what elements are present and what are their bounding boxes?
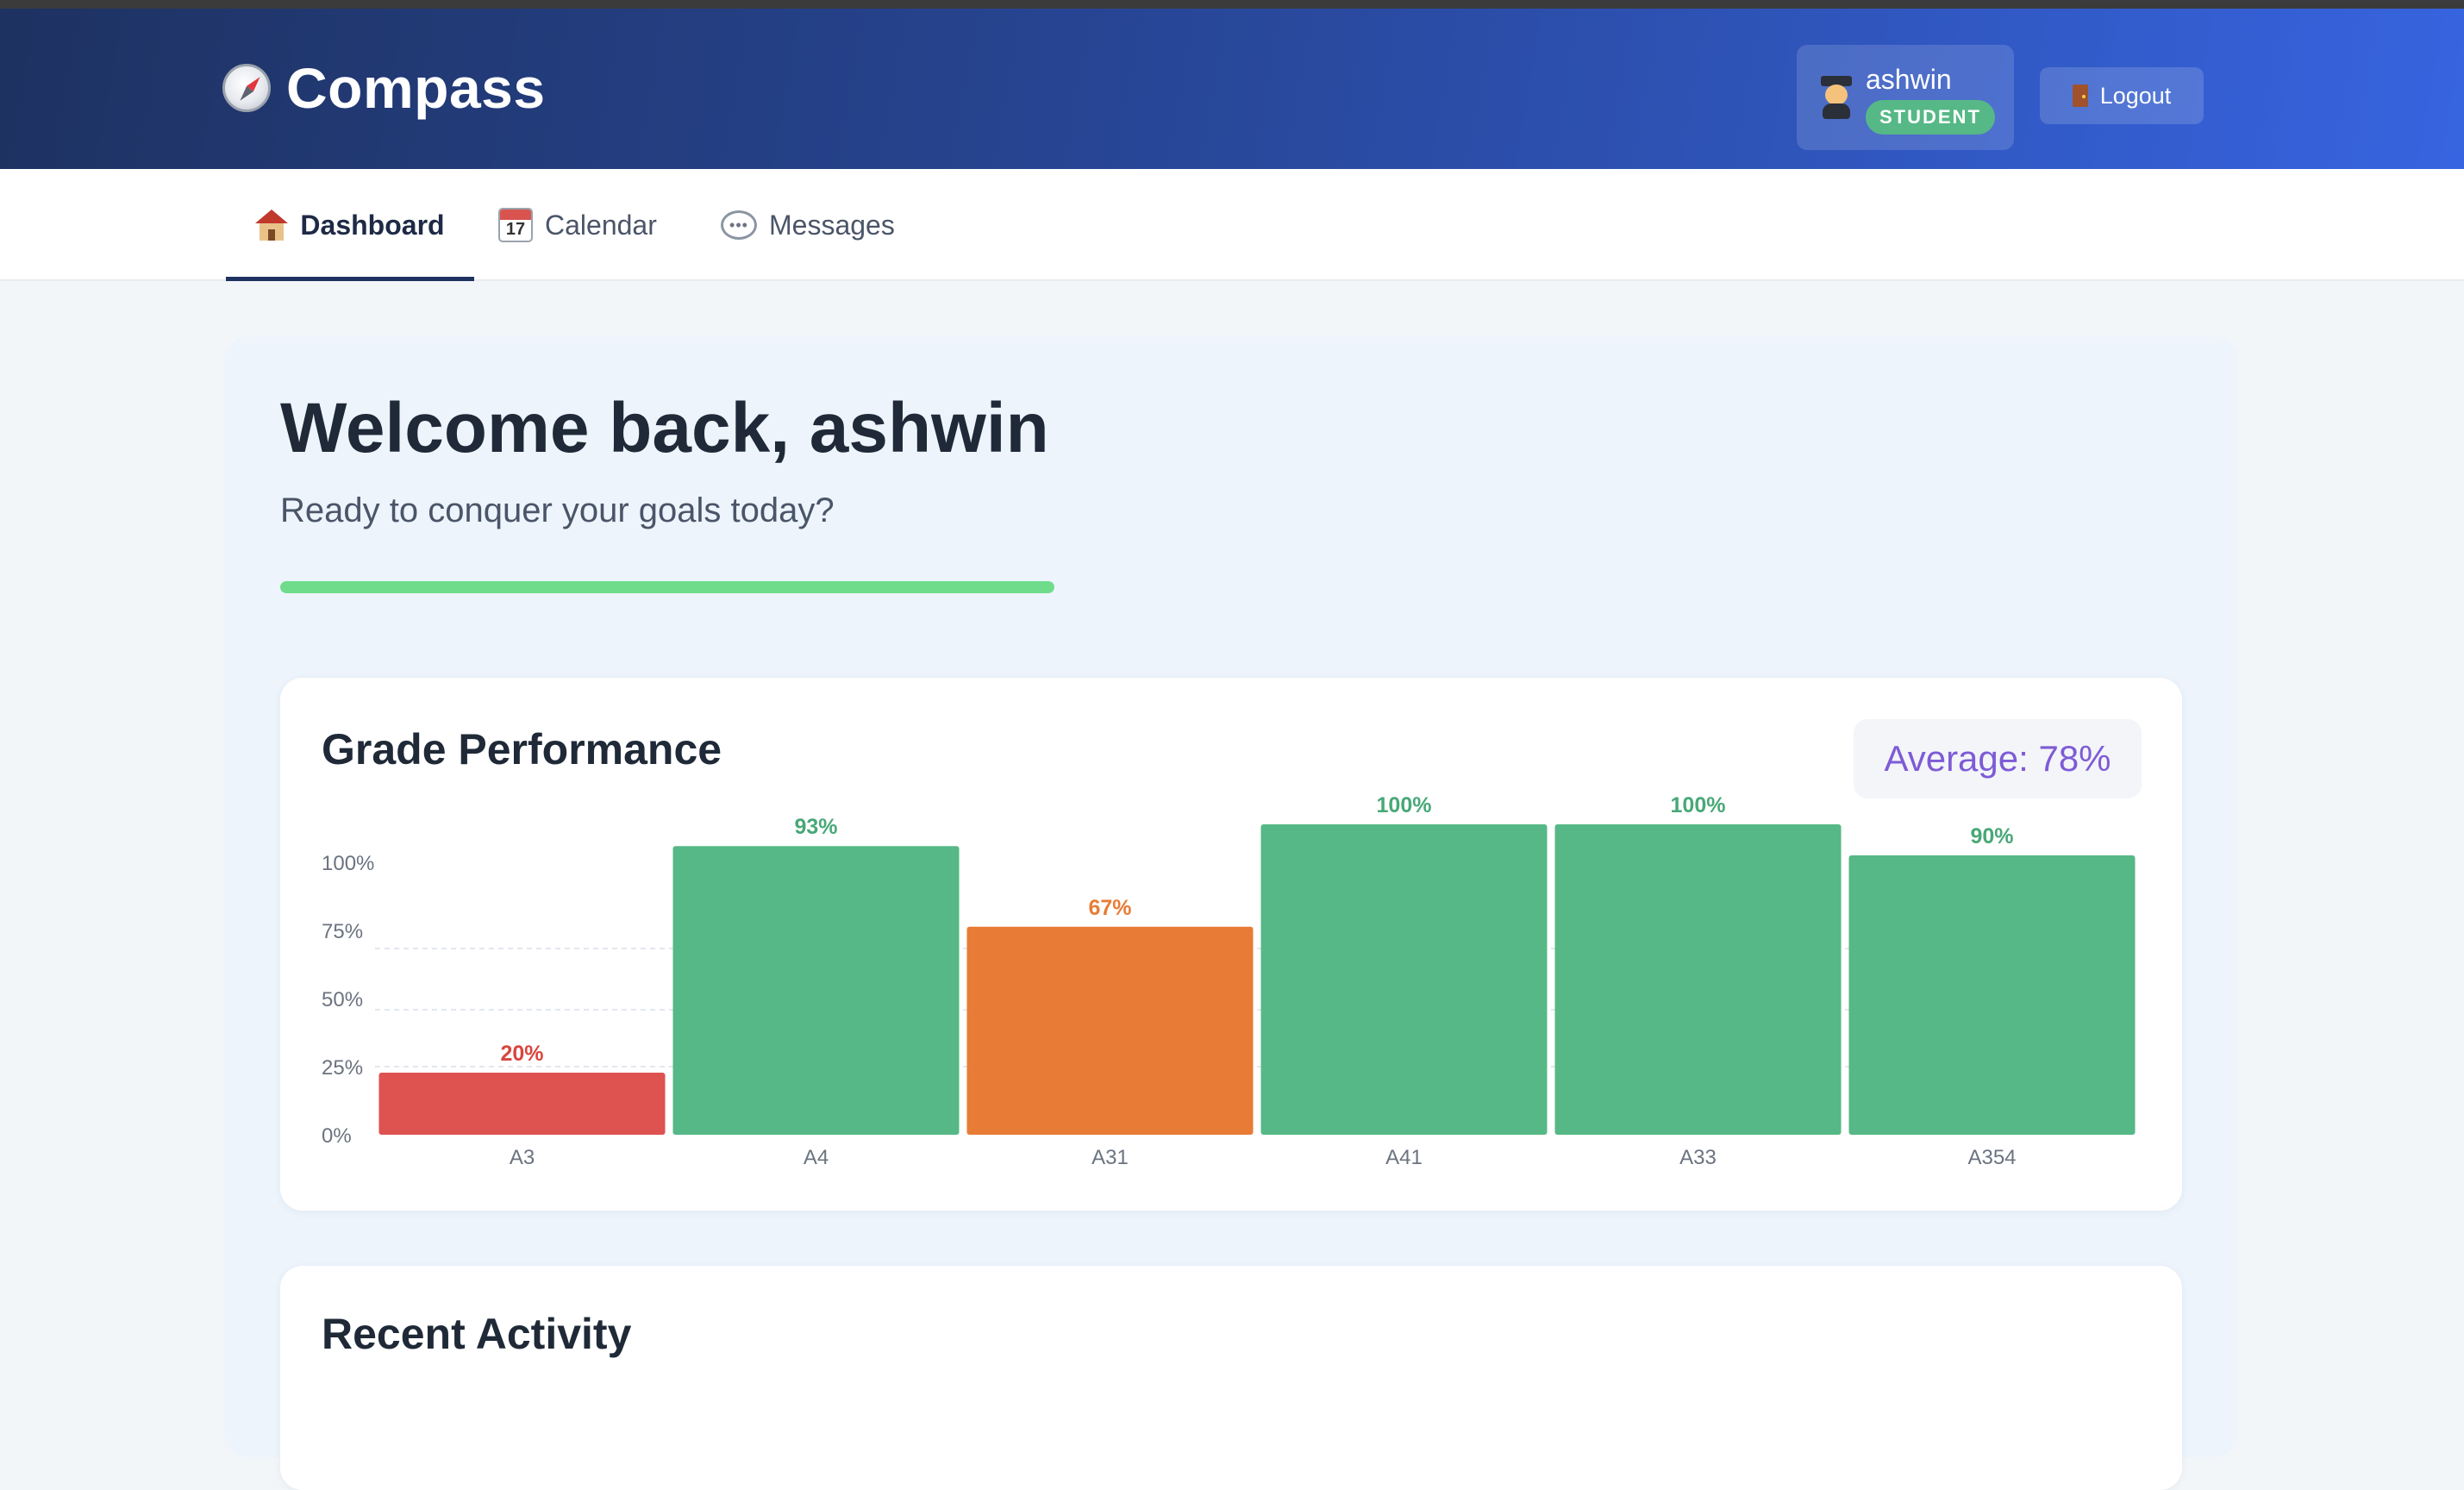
average-badge: Average: 78% [1854,719,2142,798]
user-name: ashwin [1866,64,1952,95]
welcome-subtitle: Ready to conquer your goals today? [280,491,835,529]
bar-value-label: 90% [1970,824,2013,848]
bar-A354 [1848,855,2136,1135]
y-tick-label: 50% [322,988,363,1011]
grade-performance-card: Grade Performance Average: 78% 0% 25% 50% 7… [280,678,2182,1211]
bar-A41 [1260,824,1548,1135]
y-tick-label: 0% [322,1124,352,1148]
x-category-label: A33 [1679,1146,1717,1169]
student-icon [1819,76,1854,119]
role-badge: STUDENT [1866,100,1995,135]
y-tick-label: 75% [322,920,363,943]
window-top-strip [0,0,2464,9]
bar-value-label: 67% [1088,896,1131,920]
x-category-label: A31 [1091,1146,1129,1169]
bar-A33 [1554,824,1842,1135]
welcome-title: Welcome back, ashwin [280,389,1049,467]
tab-label: Calendar [545,209,657,241]
goal-progress-bar [280,581,1054,593]
bar-A4 [672,846,960,1135]
y-tick-label: 100% [322,852,374,875]
x-category-label: A4 [804,1146,829,1169]
recent-activity-card: Recent Activity [280,1266,2182,1490]
bar-A31 [966,926,1254,1135]
grade-card-title: Grade Performance [322,725,722,773]
tab-label: Messages [769,209,895,241]
logout-button[interactable]: Logout [2040,67,2204,124]
user-card: ashwin STUDENT [1797,45,2014,150]
speech-bubble-icon: ••• [721,210,757,240]
app-header: Compass ashwin STUDENT Logout [0,9,2464,169]
bar-value-label: 20% [500,1042,543,1066]
activity-card-title: Recent Activity [322,1310,632,1358]
grade-bar-chart: 0% 25% 50% 75% 100% 20% A3 93% A4 67% A31 100% A41 10… [322,793,2139,1169]
tab-label: Dashboard [300,209,445,241]
compass-icon [222,64,271,112]
bar-value-label: 100% [1671,793,1726,817]
goal-progress-fill [280,581,1054,593]
bar-value-label: 93% [794,815,837,839]
y-tick-label: 25% [322,1056,363,1080]
bar-A3 [378,1073,666,1135]
tab-dashboard[interactable]: Dashboard [226,169,474,281]
house-icon [255,210,289,241]
door-icon [2072,85,2088,107]
nav-tabs: Dashboard 17 Calendar ••• Messages [0,169,2464,281]
brand[interactable]: Compass [222,55,546,121]
app-name: Compass [286,56,546,120]
calendar-icon: 17 [498,208,533,242]
tab-calendar[interactable]: 17 Calendar [498,169,657,281]
x-category-label: A3 [510,1146,535,1169]
x-category-label: A41 [1385,1146,1423,1169]
tab-messages[interactable]: ••• Messages [721,169,895,281]
x-category-label: A354 [1967,1146,2016,1169]
bar-value-label: 100% [1377,793,1432,817]
logout-label: Logout [2099,82,2172,109]
